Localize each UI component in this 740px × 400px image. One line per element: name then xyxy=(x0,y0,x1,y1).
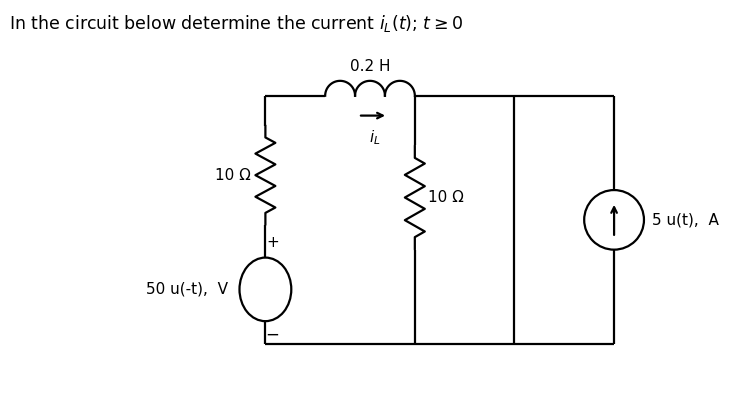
Text: −: − xyxy=(266,326,279,344)
Text: 5 u(t),  A: 5 u(t), A xyxy=(652,212,719,227)
Text: 10 Ω: 10 Ω xyxy=(428,190,464,205)
Text: $i_L$: $i_L$ xyxy=(369,128,381,147)
Text: 10 Ω: 10 Ω xyxy=(215,168,250,183)
Text: 0.2 H: 0.2 H xyxy=(350,59,390,74)
Text: 50 u(-t),  V: 50 u(-t), V xyxy=(146,282,227,297)
Text: +: + xyxy=(266,235,279,250)
Text: In the circuit below determine the current $i_L(t)$; $t \geq 0$: In the circuit below determine the curre… xyxy=(10,13,463,34)
